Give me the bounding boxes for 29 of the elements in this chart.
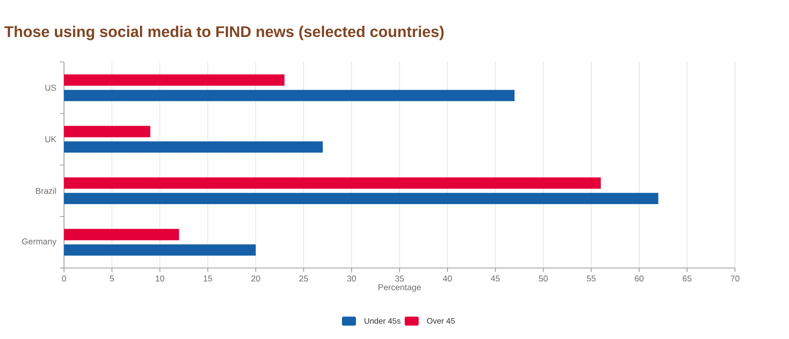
- bar: [64, 74, 284, 86]
- chart-title: Those using social media to FIND news (selected countries): [4, 26, 444, 40]
- bar: [64, 177, 601, 189]
- x-tick-label: 70: [730, 276, 740, 282]
- x-tick-label: 25: [299, 276, 308, 282]
- y-tick-label: US: [45, 84, 56, 91]
- bar: [64, 141, 323, 153]
- bar: [64, 192, 658, 204]
- x-tick-label: 45: [490, 276, 500, 282]
- x-tick-label: 35: [395, 276, 404, 282]
- x-tick-label: 15: [204, 276, 212, 282]
- x-tick-label: 10: [156, 276, 164, 282]
- x-tick-label: 40: [442, 276, 452, 282]
- y-tick-label: UK: [45, 136, 56, 142]
- x-tick-label: 5: [110, 276, 114, 282]
- x-tick-label: 20: [251, 276, 260, 282]
- x-tick-label: 30: [347, 276, 356, 282]
- x-axis-title: Percentage: [378, 284, 421, 292]
- x-tick-label: 50: [538, 276, 548, 282]
- x-tick-label: 65: [682, 276, 692, 282]
- bar: [64, 244, 256, 256]
- bar: [64, 228, 180, 240]
- y-tick-label: Brazil: [36, 188, 56, 194]
- x-tick-label: 0: [62, 276, 66, 282]
- x-tick-label: 55: [586, 276, 596, 282]
- x-tick-label: 60: [634, 276, 644, 282]
- y-tick-label: Germany: [22, 238, 56, 246]
- bar: [64, 126, 150, 138]
- bar: [64, 90, 515, 102]
